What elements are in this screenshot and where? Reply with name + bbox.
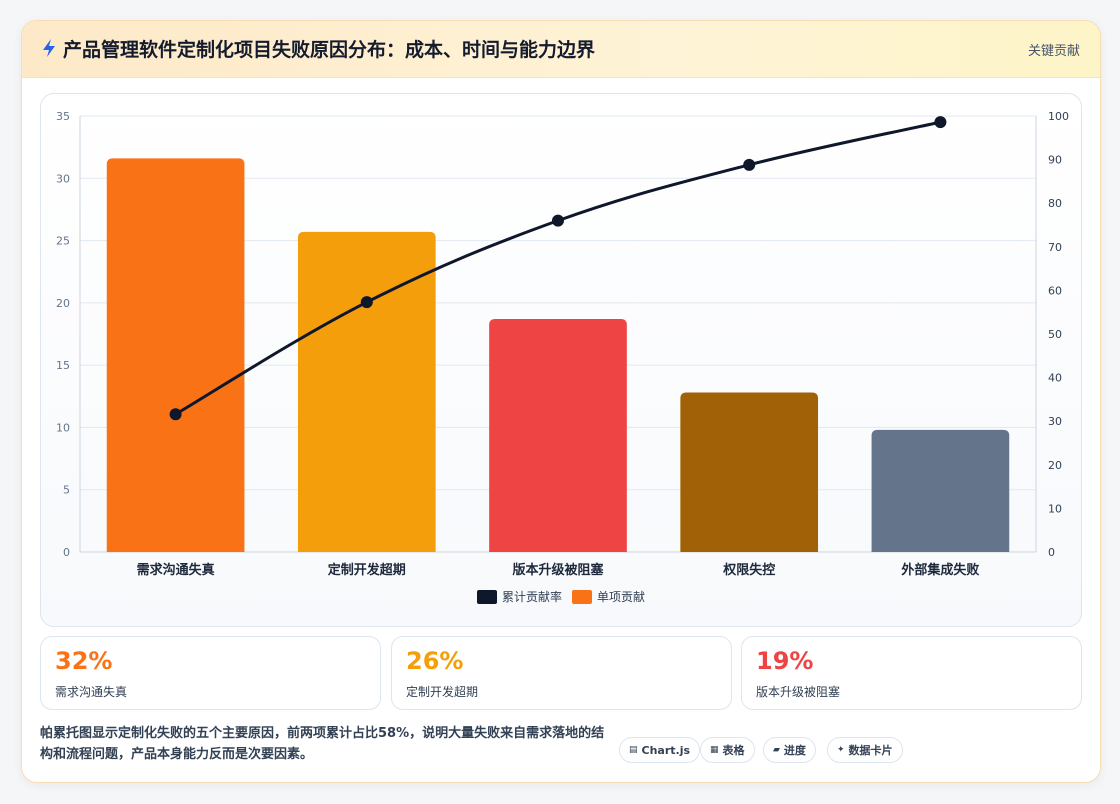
pareto-chart: 0 5 10 15 20 25 30 35 0 10 20 30 40 50 60 70 80 90 100 需求沟通… [56, 110, 1069, 604]
badge-label: 表格 [722, 744, 745, 757]
chart-icon: ▤ [629, 745, 638, 755]
chart-panel: 0 5 10 15 20 25 30 35 0 10 20 30 40 50 60 70 80 90 100 需求沟通… [40, 93, 1082, 627]
x-tick-label: 定制开发超期 [327, 562, 406, 578]
y-right-tick-label: 60 [1048, 284, 1062, 297]
badge-data-card[interactable]: ✦ 数据卡片 [827, 737, 903, 763]
cumulative-point [169, 408, 182, 421]
y-left-tick-label: 20 [56, 297, 70, 310]
header-tag: 关键贡献 [1027, 44, 1080, 59]
cumulative-point [360, 296, 373, 309]
y-right-tick-label: 10 [1048, 502, 1062, 515]
legend-swatch [572, 590, 592, 604]
y-right-tick-label: 80 [1048, 197, 1062, 210]
bar [680, 392, 819, 552]
y-right-tick-label: 50 [1048, 328, 1062, 341]
badge-label: 数据卡片 [848, 744, 893, 757]
bar [871, 429, 1010, 552]
table-icon: ▦ [710, 745, 719, 755]
y-right-tick-label: 0 [1048, 546, 1055, 559]
stat-value: 26% [406, 647, 464, 675]
y-right-tick-label: 30 [1048, 415, 1062, 428]
badge-progress[interactable]: ▰ 进度 [763, 737, 816, 763]
stat-card-1: 32% 需求沟通失真 [40, 636, 381, 710]
page-title: 产品管理软件定制化项目失败原因分布：成本、时间与能力边界 [63, 39, 596, 61]
card-header: 产品管理软件定制化项目失败原因分布：成本、时间与能力边界 关键贡献 [22, 21, 1100, 78]
stat-card-3: 19% 版本升级被阻塞 [741, 636, 1082, 710]
x-tick-label: 需求沟通失真 [137, 562, 215, 578]
report-card: 产品管理软件定制化项目失败原因分布：成本、时间与能力边界 关键贡献 0 5 10 15… [21, 20, 1101, 783]
lightning-icon [43, 39, 55, 57]
y-right-tick-label: 40 [1048, 372, 1062, 385]
stat-card-2: 26% 定制开发超期 [391, 636, 732, 710]
bar [297, 231, 436, 552]
y-left-tick-label: 15 [56, 359, 70, 372]
y-left-tick-label: 25 [56, 235, 70, 248]
badge-label: 进度 [783, 744, 806, 757]
x-tick-label: 权限失控 [722, 562, 775, 578]
stat-label: 版本升级被阻塞 [756, 685, 841, 699]
sparkle-icon: ✦ [837, 745, 845, 755]
y-right-tick-label: 20 [1048, 459, 1062, 472]
badge-label: Chart.js [641, 743, 691, 757]
bar [489, 319, 627, 552]
legend-label: 累计贡献率 [502, 589, 562, 604]
stat-label: 需求沟通失真 [55, 685, 128, 699]
x-tick-label: 外部集成失败 [900, 562, 979, 578]
y-right-tick-label: 100 [1048, 110, 1069, 123]
y-left-tick-label: 10 [56, 421, 70, 434]
stat-value: 19% [756, 647, 814, 675]
y-left-tick-label: 0 [63, 546, 70, 559]
y-left-tick-label: 30 [56, 172, 70, 185]
y-right-tick-label: 90 [1048, 154, 1062, 167]
bar [106, 158, 245, 552]
badge-chartjs[interactable]: ▤ Chart.js [619, 737, 701, 763]
x-tick-label: 版本升级被阻塞 [512, 562, 604, 578]
stat-value: 32% [55, 647, 113, 675]
cumulative-point [552, 214, 564, 227]
stat-label: 定制开发超期 [406, 685, 479, 699]
progress-icon: ▰ [773, 745, 780, 755]
summary-text: 帕累托图显示定制化失败的五个主要原因，前两项累计占比58%，说明大量失败来自需求… [40, 726, 605, 762]
y-left-tick-label: 35 [56, 110, 70, 123]
badge-table[interactable]: ▦ 表格 [700, 737, 755, 763]
y-right-tick-label: 70 [1048, 241, 1062, 254]
legend-swatch [477, 590, 497, 604]
cumulative-point [743, 158, 756, 171]
legend-label: 单项贡献 [597, 589, 645, 604]
cumulative-point [934, 116, 947, 129]
y-left-tick-label: 5 [63, 484, 70, 497]
